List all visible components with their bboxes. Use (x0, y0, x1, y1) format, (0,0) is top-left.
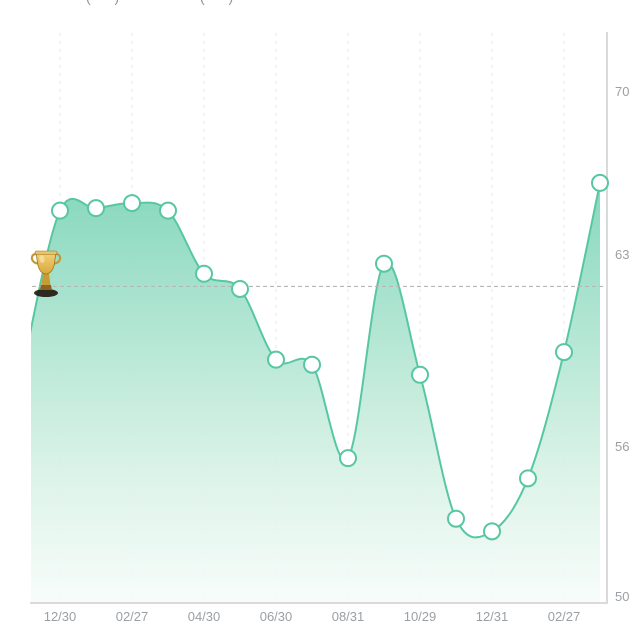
x-tick-label: 10/29 (404, 609, 437, 624)
data-point-marker[interactable] (87, 199, 105, 218)
data-point-marker[interactable] (447, 509, 465, 528)
data-point-marker[interactable] (123, 194, 141, 213)
trophy-pedestal (40, 285, 52, 290)
x-axis-labels: 12/30 02/27 04/30 06/30 08/31 10/29 12/31 02/27 (44, 609, 581, 624)
markers-group (51, 173, 609, 541)
x-tick-label: 06/30 (260, 609, 293, 624)
trophy-handles (30, 252, 62, 265)
x-tick-label: 02/27 (116, 609, 149, 624)
data-point-marker[interactable] (375, 254, 393, 273)
x-tick-label: 08/31 (332, 609, 365, 624)
trophy-rim (34, 250, 58, 255)
y-tick-label: 50 (615, 589, 629, 604)
y-tick-label: 70 (615, 84, 629, 99)
y-tick-label: 56 (615, 439, 629, 454)
data-point-marker[interactable] (231, 279, 249, 298)
y-axis-labels: 70 63 56 50 (615, 84, 629, 604)
data-point-marker[interactable] (51, 201, 69, 220)
clipped-title-fragment-left: ( ) (86, 0, 129, 5)
trophy-icon (30, 250, 62, 297)
y-tick-label: 63 (615, 247, 629, 262)
series-group (31, 181, 601, 603)
data-point-marker[interactable] (267, 350, 285, 369)
x-tick-label: 12/30 (44, 609, 77, 624)
clipped-title-fragment-right: ( ) (200, 0, 243, 5)
data-point-marker[interactable] (519, 469, 537, 488)
data-point-marker[interactable] (591, 173, 609, 192)
data-point-marker[interactable] (339, 449, 357, 468)
x-tick-label: 04/30 (188, 609, 221, 624)
clipped-page-title: ( ) ( ) (0, 0, 640, 5)
trophy-stem (41, 274, 51, 285)
trophy-base-shadow (34, 289, 58, 297)
data-point-marker[interactable] (411, 365, 429, 384)
data-point-marker[interactable] (195, 264, 213, 283)
data-point-marker[interactable] (303, 355, 321, 374)
x-tick-label: 12/31 (476, 609, 509, 624)
x-tick-label: 02/27 (548, 609, 581, 624)
area-fill (31, 182, 600, 603)
data-point-marker[interactable] (159, 201, 177, 220)
data-point-marker[interactable] (555, 343, 573, 362)
data-point-marker[interactable] (483, 522, 501, 541)
trophy-highlight (39, 255, 45, 263)
